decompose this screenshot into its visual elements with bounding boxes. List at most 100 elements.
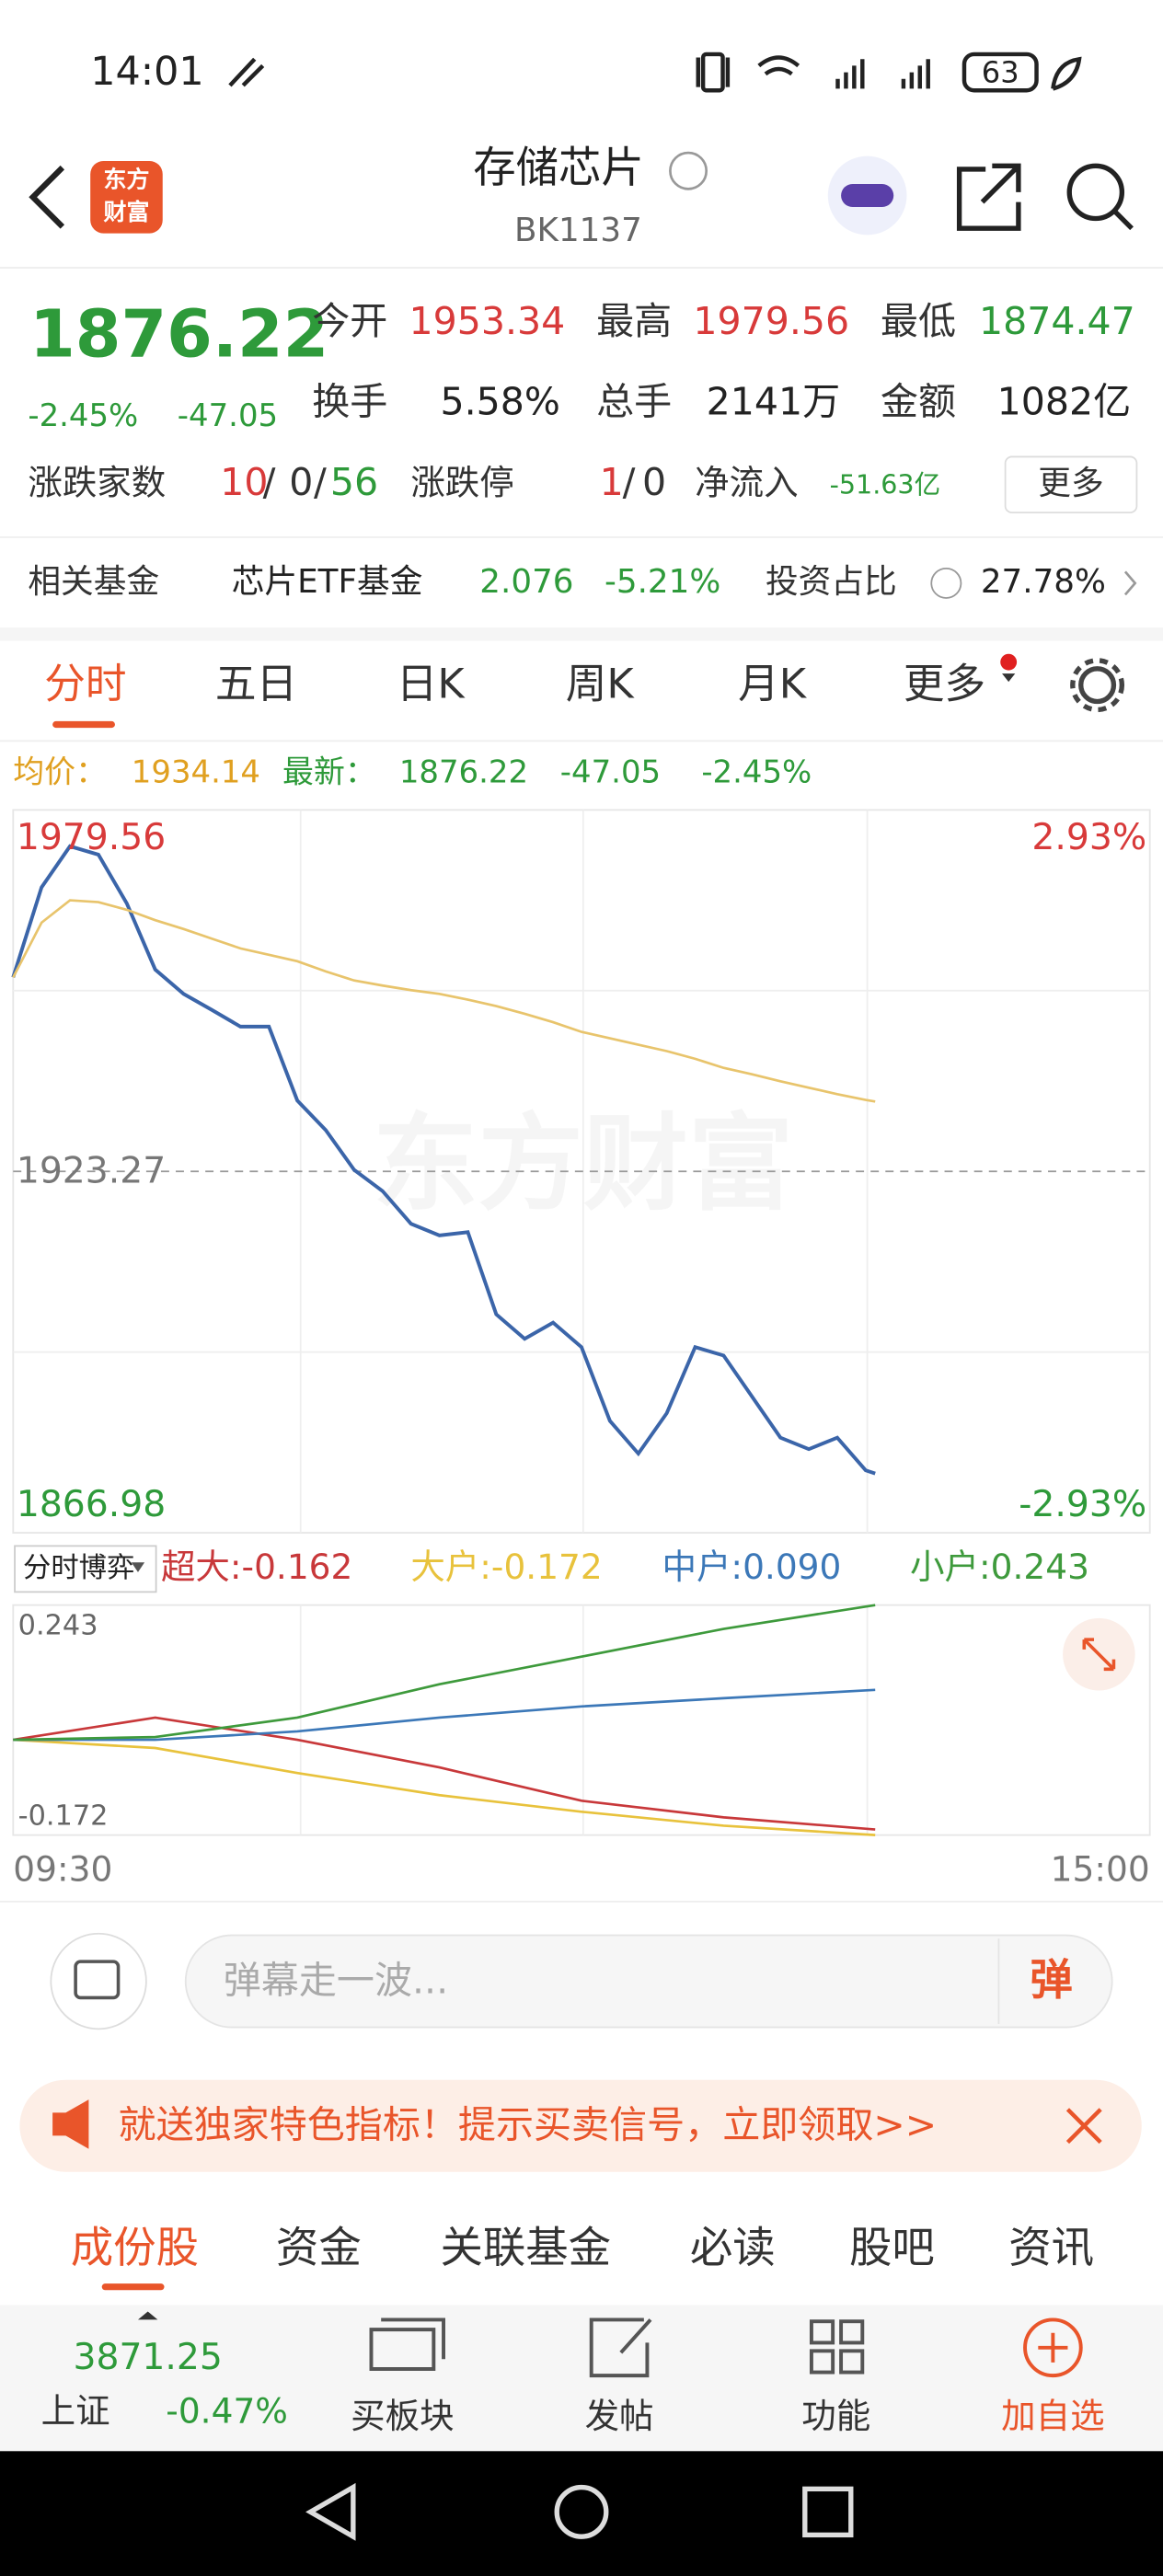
banner-close[interactable] — [1065, 2108, 1102, 2145]
nav-home[interactable] — [554, 2484, 609, 2539]
legend-name: 小户: — [910, 1547, 991, 1587]
price: 1876.22 — [29, 295, 328, 372]
stat-value: 1874.47 — [979, 299, 1135, 343]
tab-underline — [101, 2283, 165, 2291]
sep: / — [623, 460, 636, 504]
logo-text: 东方 — [103, 166, 149, 192]
clock: 14:01 — [90, 49, 203, 95]
series-line — [11, 844, 876, 1476]
gap — [0, 627, 1163, 641]
bottom-tab[interactable]: 成份股 — [71, 2223, 199, 2272]
flow-grid — [299, 1604, 869, 1835]
tab[interactable]: 月K — [738, 660, 808, 707]
selector-box[interactable] — [14, 1545, 157, 1593]
back-button[interactable] — [29, 165, 65, 229]
more-button[interactable] — [1004, 455, 1138, 514]
index-name: 上证 — [41, 2391, 110, 2432]
sep: / — [314, 460, 327, 504]
bottom-tab[interactable]: 关联基金 — [440, 2223, 611, 2272]
info-icon[interactable] — [669, 151, 708, 190]
ratio: 27.78% — [981, 563, 1106, 601]
index-change: -0.47% — [166, 2391, 288, 2432]
stat-label: 今开 — [312, 299, 387, 343]
watermark: 东方财富 — [373, 1102, 793, 1225]
stat-label: 最高 — [596, 299, 672, 343]
limit-up: 1 — [600, 460, 624, 504]
stat-label: 最低 — [881, 299, 956, 343]
sep: / — [263, 460, 276, 504]
danmu-input[interactable] — [184, 1934, 1113, 2029]
pct-label: 2.93% — [1031, 817, 1146, 858]
stat-value: 1082亿 — [997, 379, 1131, 423]
legend-name: 大户: — [410, 1547, 491, 1587]
footer-item[interactable]: 功能 — [801, 2396, 870, 2436]
add-icon[interactable] — [1023, 2317, 1083, 2378]
settings-teeth — [1070, 658, 1125, 713]
code: BK1137 — [514, 212, 642, 249]
selector[interactable]: 分时博弈 — [23, 1552, 134, 1584]
tab[interactable]: 周K — [566, 660, 636, 707]
tab[interactable]: 日K — [397, 660, 466, 707]
series-line — [13, 1688, 876, 1742]
megaphone — [52, 2099, 89, 2149]
logo — [90, 161, 163, 234]
bottom-tab[interactable]: 必读 — [690, 2223, 776, 2272]
settings-button[interactable] — [1078, 666, 1117, 705]
flow-chart-frame — [12, 1604, 1151, 1836]
tab[interactable]: 五日 — [215, 660, 297, 707]
footer-item[interactable]: 买板块 — [351, 2396, 454, 2436]
help-icon[interactable] — [930, 567, 962, 599]
breadth-label: 涨跌家数 — [28, 462, 166, 502]
danmu-button[interactable]: 弹 — [1030, 1955, 1072, 2005]
stat-label: 总手 — [596, 379, 672, 423]
last-label: 最新： — [282, 754, 376, 790]
banner[interactable] — [19, 2079, 1142, 2172]
avg-label: 均价： — [13, 754, 107, 790]
search-handle — [1113, 210, 1134, 231]
flat-count: 0 — [289, 460, 313, 504]
nav-back[interactable] — [305, 2482, 356, 2541]
last-change: -47.05 — [560, 754, 661, 790]
tab[interactable]: 更多 — [904, 660, 985, 707]
legend-value: -0.162 — [242, 1547, 353, 1587]
banner-text[interactable]: 就送独家特色指标！提示买卖信号，立即领取>> — [119, 2102, 938, 2146]
footer — [0, 2305, 1163, 2452]
legend-value: 0.243 — [991, 1547, 1089, 1587]
avg: 1934.14 — [132, 754, 260, 790]
index-value[interactable]: 3871.25 — [73, 2337, 222, 2378]
series-line — [13, 1738, 876, 1836]
chevron[interactable] — [1123, 570, 1137, 596]
bottom-tab[interactable]: 资讯 — [1008, 2223, 1094, 2272]
up-count: 10 — [220, 460, 268, 504]
limit-label: 涨跌停 — [410, 462, 513, 502]
badge — [1000, 653, 1018, 671]
search-button[interactable] — [1066, 163, 1125, 222]
danmu-placeholder[interactable]: 弹幕走一波... — [224, 1958, 448, 2002]
ratio-label: 投资占比 — [766, 563, 897, 601]
footer-item[interactable]: 发帖 — [585, 2396, 654, 2436]
x-tick-label: 09:30 — [13, 1848, 112, 1889]
y-tick-label: 1979.56 — [17, 817, 166, 858]
y-tick-label: -0.172 — [18, 1800, 109, 1832]
danmu-settings[interactable] — [50, 1932, 147, 2030]
net-flow-label: 净流入 — [695, 462, 798, 502]
tab[interactable]: 分时 — [44, 660, 126, 707]
nav-recent[interactable] — [802, 2486, 854, 2538]
logo-text: 财富 — [103, 199, 149, 225]
stat-value: 5.58% — [440, 379, 559, 423]
stat-value: 1979.56 — [693, 299, 849, 343]
divider — [0, 1901, 1163, 1903]
fund-price: 2.076 — [479, 563, 573, 601]
expand-icon — [1082, 1638, 1116, 1672]
up-arrow — [137, 2311, 158, 2320]
more[interactable]: 更多 — [1038, 465, 1103, 502]
fund-name[interactable]: 芯片ETF基金 — [232, 563, 423, 601]
fund-label: 相关基金 — [28, 563, 159, 601]
footer-item[interactable]: 加自选 — [1001, 2396, 1104, 2436]
tab-underline — [52, 720, 115, 729]
share-button[interactable] — [956, 163, 1021, 231]
bottom-tab[interactable]: 资金 — [276, 2223, 362, 2272]
bottom-tab[interactable]: 股吧 — [849, 2223, 935, 2272]
